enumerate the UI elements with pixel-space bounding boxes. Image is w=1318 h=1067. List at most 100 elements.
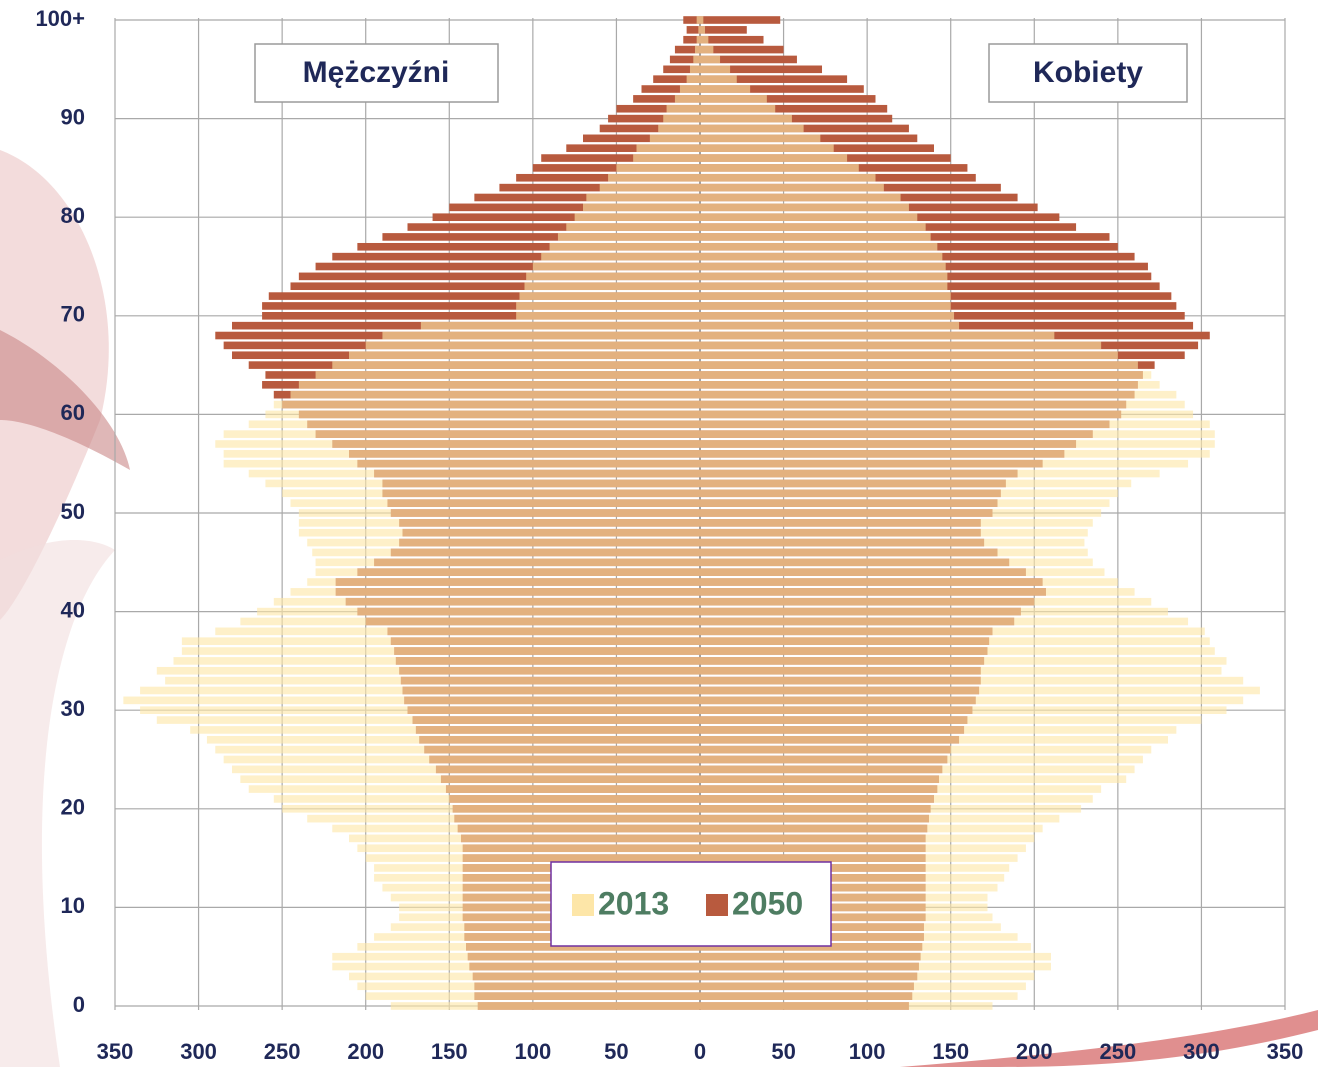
bar-men [391, 1002, 700, 1010]
bar-women [700, 26, 705, 34]
legend-swatch [706, 894, 728, 916]
bar-women [700, 154, 847, 162]
bar-women [700, 263, 946, 271]
bar-women [700, 125, 804, 133]
legend-label: 2050 [732, 885, 803, 921]
bar-women [700, 115, 792, 123]
bar-men [224, 756, 700, 764]
bar-men [316, 371, 700, 379]
bar-women [700, 342, 1101, 350]
bar-men [693, 56, 700, 64]
bar-women [700, 499, 1110, 507]
bar-men [182, 637, 700, 645]
bar-women [700, 184, 884, 192]
bar-women [700, 766, 1135, 774]
bar-men [690, 66, 700, 74]
bar-men [566, 223, 700, 231]
bar-men [608, 174, 700, 182]
bar-women [700, 657, 1227, 665]
bar-men [140, 706, 700, 714]
bar-men [165, 677, 700, 685]
bar-men [680, 85, 700, 93]
decoration [0, 540, 115, 1067]
bar-women [700, 243, 937, 251]
bar-men [663, 115, 700, 123]
bar-women [700, 647, 1215, 655]
bar-men [299, 381, 700, 389]
bar-men [182, 647, 700, 655]
bar-women [700, 598, 1151, 606]
bar-women [700, 174, 876, 182]
bar-men [366, 854, 700, 862]
bar-women [700, 36, 764, 44]
bar-men [667, 105, 700, 113]
bar-men [332, 825, 700, 833]
bar-men [299, 509, 700, 517]
bar-women [700, 322, 959, 330]
bar-men [541, 253, 700, 261]
bar-men [616, 164, 700, 172]
bar-men [265, 480, 700, 488]
x-tick-label: 250 [264, 1039, 301, 1064]
bar-men [282, 489, 700, 497]
bar-women [700, 46, 713, 54]
bar-men [232, 766, 700, 774]
bar-men [240, 618, 700, 626]
bar-women [700, 716, 1201, 724]
bar-women [700, 381, 1160, 389]
bar-men [291, 588, 701, 596]
bar-men [123, 697, 700, 705]
bar-women [700, 36, 708, 44]
bar-men [249, 420, 700, 428]
bar-men [636, 144, 700, 152]
bar-men [224, 460, 700, 468]
bar-men [357, 844, 700, 852]
bar-women [700, 95, 767, 103]
bar-men [366, 992, 700, 1000]
bar-women [700, 204, 909, 212]
bar-men [349, 351, 700, 359]
x-tick-label: 0 [694, 1039, 706, 1064]
bar-men [249, 785, 700, 793]
bar-women [700, 302, 951, 310]
bar-women [700, 746, 1151, 754]
y-tick-label: 100+ [35, 6, 85, 31]
bar-men [190, 726, 700, 734]
bar-women [700, 637, 1210, 645]
bar-women [700, 332, 1054, 340]
bar-men [349, 835, 700, 843]
bar-women [700, 430, 1215, 438]
bar-women [700, 16, 780, 24]
bar-men [316, 568, 700, 576]
bar-men [558, 233, 700, 241]
chart: Mężczyźni Kobiety 3503002502001501005005… [0, 0, 1318, 1067]
bar-women [700, 519, 1093, 527]
bar-women [700, 401, 1185, 409]
bar-men [307, 815, 700, 823]
annotation: Kobiety [1033, 56, 1143, 89]
bar-men [533, 263, 700, 271]
bar-men [349, 973, 700, 981]
bar-women [700, 588, 1135, 596]
bar-men [215, 628, 700, 636]
bar-women [700, 66, 730, 74]
y-tick-label: 20 [61, 795, 85, 820]
bar-men [291, 391, 701, 399]
y-tick-label: 90 [61, 104, 85, 129]
bar-men [382, 332, 700, 340]
bar-women [700, 835, 1034, 843]
bar-women [700, 667, 1221, 675]
bar-women [700, 815, 1059, 823]
bar-women [700, 56, 720, 64]
bar-women [700, 687, 1260, 695]
bar-men [140, 687, 700, 695]
bar-women [700, 992, 1018, 1000]
x-tick-label: 250 [1099, 1039, 1136, 1064]
bar-women [700, 440, 1215, 448]
x-tick-label: 200 [1016, 1039, 1053, 1064]
bar-men [299, 529, 700, 537]
bar-women [700, 26, 747, 34]
bar-men [282, 805, 700, 813]
bar-women [700, 164, 859, 172]
bar-men [157, 667, 700, 675]
